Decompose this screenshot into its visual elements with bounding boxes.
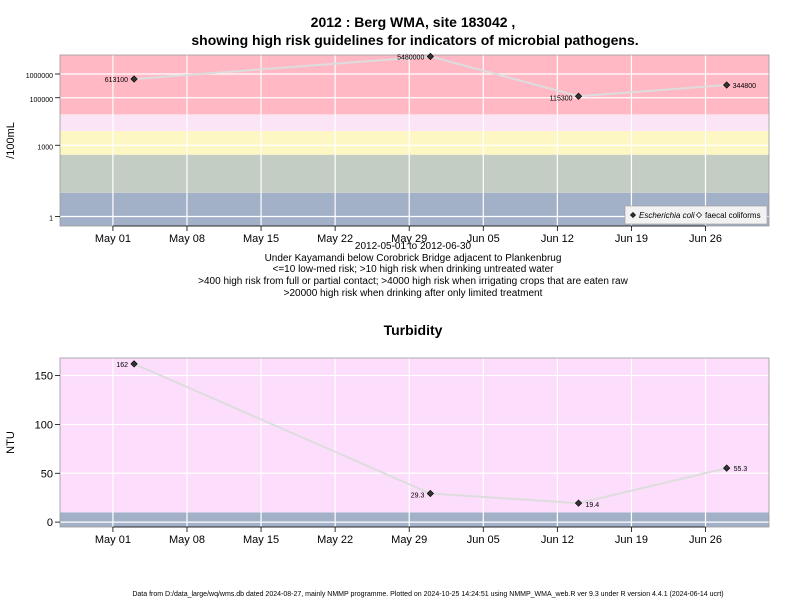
legend-label-0: Escherichia coli xyxy=(639,211,695,220)
bacteria-panel: May 01 May 08 May 15 May 22 May 29 Jun 05 Jun … xyxy=(5,52,770,245)
date-range-text: 2012-05-01 to 2012-06-30 xyxy=(355,241,472,252)
data-label-0: 162 xyxy=(116,362,128,369)
data-point-0 xyxy=(130,360,138,368)
x-tick-label-6: Jun 12 xyxy=(541,233,574,245)
guideline-text-1: <=10 low-med risk; >10 high risk when dr… xyxy=(273,264,555,275)
series-line-0 xyxy=(133,55,727,98)
x-tick-label-4: May 29 xyxy=(391,233,427,245)
y-tick-label-2: 100 xyxy=(35,419,53,431)
data-point-3 xyxy=(723,464,731,472)
data-point-1 xyxy=(426,489,434,498)
data-point-0 xyxy=(130,75,138,83)
x-tick-label-7: Jun 19 xyxy=(615,534,648,546)
y-tick-label-0: 0 xyxy=(47,517,53,529)
risk-band-4 xyxy=(60,55,769,115)
data-label-1: 5480000 xyxy=(397,54,424,61)
x-tick-label-8: Jun 26 xyxy=(689,233,722,245)
data-label-3: 55.3 xyxy=(734,466,748,473)
data-point-2 xyxy=(574,499,583,507)
x-tick-label-5: Jun 05 xyxy=(467,534,500,546)
data-credit: Data from D:/data_large/wq/wms.db dated … xyxy=(132,591,723,598)
data-point-1 xyxy=(426,52,434,61)
y-tick-label-2: 100000 xyxy=(30,97,53,104)
risk-band-2 xyxy=(60,130,769,155)
x-tick-label-5: Jun 05 xyxy=(467,233,500,245)
data-label-2: 115300 xyxy=(550,95,573,102)
x-tick-label-2: May 15 xyxy=(243,534,279,546)
x-tick-label-3: May 22 xyxy=(317,534,353,546)
data-point-3 xyxy=(723,81,731,89)
x-tick-label-4: May 29 xyxy=(391,534,427,546)
x-tick-label-0: May 01 xyxy=(95,534,131,546)
y-tick-label-1: 1000 xyxy=(37,144,53,151)
turbidity-title: Turbidity xyxy=(384,322,443,338)
risk-band-1 xyxy=(60,154,769,193)
chart-title-line2: showing high risk guidelines for indicat… xyxy=(191,32,638,48)
x-tick-label-1: May 08 xyxy=(169,233,205,245)
guideline-text-3: >20000 high risk when drinking after onl… xyxy=(284,288,543,299)
y-axis-label: NTU xyxy=(5,431,17,454)
x-tick-label-1: May 08 xyxy=(169,534,205,546)
risk-band-3 xyxy=(60,114,769,131)
y-axis-label: /100mL xyxy=(5,122,17,159)
chart-title-line1: 2012 : Berg WMA, site 183042 , xyxy=(311,14,516,30)
y-tick-label-0: 1 xyxy=(49,216,53,223)
data-label-0: 613100 xyxy=(105,77,128,84)
series-line-0 xyxy=(133,362,727,505)
data-point-2 xyxy=(574,92,583,100)
risk-band-0 xyxy=(60,512,769,527)
site-description-text: Under Kayamandi below Corobrick Bridge a… xyxy=(265,253,562,264)
data-label-2: 19.4 xyxy=(586,502,600,509)
y-tick-label-3: 150 xyxy=(35,371,53,383)
x-tick-label-0: May 01 xyxy=(95,233,131,245)
data-label-3: 344800 xyxy=(733,83,756,90)
x-tick-label-7: Jun 19 xyxy=(615,233,648,245)
risk-band-1 xyxy=(60,358,769,513)
x-tick-label-3: May 22 xyxy=(317,233,353,245)
x-tick-label-8: Jun 26 xyxy=(689,534,722,546)
y-tick-label-3: 1000000 xyxy=(26,73,53,80)
guideline-text-2: >400 high risk from full or partial cont… xyxy=(198,276,628,287)
x-tick-label-6: Jun 12 xyxy=(541,534,574,546)
turbidity-panel: May 01 May 08 May 15 May 22 May 29 Jun 05 Jun … xyxy=(5,357,770,546)
legend-marker-1 xyxy=(695,211,703,219)
data-label-1: 29.3 xyxy=(411,492,425,499)
y-tick-label-1: 50 xyxy=(41,468,53,480)
legend-marker-0 xyxy=(629,211,637,219)
x-tick-label-2: May 15 xyxy=(243,233,279,245)
legend: Escherichia coli faecal coliforms xyxy=(624,205,768,225)
legend-label-1: faecal coliforms xyxy=(705,211,761,220)
